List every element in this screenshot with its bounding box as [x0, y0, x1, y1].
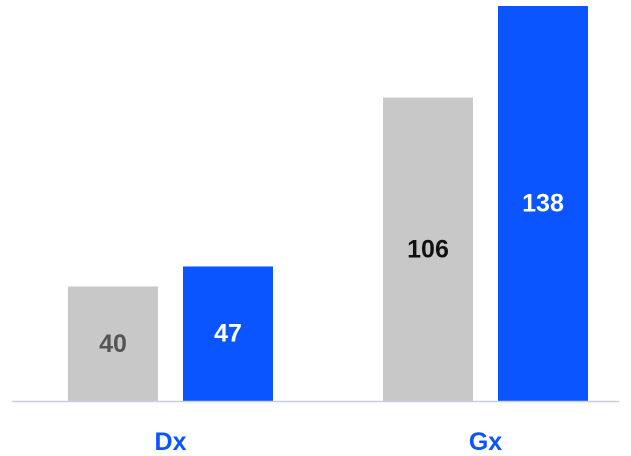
data-label-dx-series-2: 47 — [214, 320, 242, 348]
bars-group: 40 47 106 138 — [68, 6, 588, 401]
bar-dx-series-1 — [68, 286, 158, 401]
bar-gx-series-1 — [383, 97, 473, 401]
bar-gx-series-2 — [498, 6, 588, 401]
data-label-dx-series-1: 40 — [99, 330, 127, 358]
data-label-gx-series-1: 106 — [407, 235, 449, 263]
data-label-gx-series-2: 138 — [522, 190, 564, 218]
category-label-dx: Dx — [155, 428, 187, 456]
category-labels: Dx Gx — [155, 428, 503, 456]
bar-dx-series-2 — [183, 266, 273, 401]
category-label-gx: Gx — [469, 428, 502, 456]
